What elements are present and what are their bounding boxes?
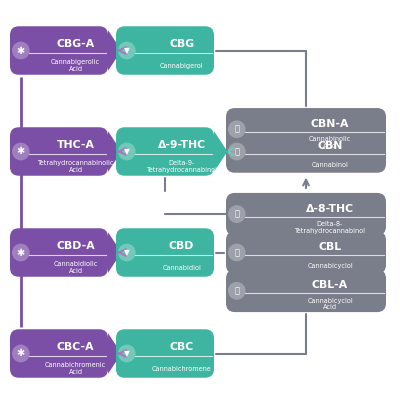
Polygon shape (108, 131, 122, 172)
Text: CBD: CBD (169, 241, 194, 251)
Circle shape (228, 205, 246, 223)
Text: CBN-A: CBN-A (311, 119, 349, 129)
Text: ▼: ▼ (124, 349, 130, 358)
Text: Δ-9-THC: Δ-9-THC (158, 140, 206, 150)
Circle shape (228, 143, 246, 160)
Text: Δ-8-THC: Δ-8-THC (306, 204, 354, 214)
Text: ▼: ▼ (124, 46, 130, 55)
FancyBboxPatch shape (10, 329, 108, 378)
Circle shape (118, 143, 136, 160)
Circle shape (12, 143, 30, 160)
Circle shape (12, 244, 30, 261)
Text: CBG: CBG (169, 39, 194, 49)
Text: CBC-A: CBC-A (57, 342, 94, 352)
Circle shape (118, 42, 136, 59)
Text: Delta-9-
Tetrahydrocannabinol: Delta-9- Tetrahydrocannabinol (146, 160, 217, 173)
Text: Cannabicyclol
Acid: Cannabicyclol Acid (307, 298, 353, 310)
FancyBboxPatch shape (116, 329, 214, 378)
Text: Cannabigerol: Cannabigerol (160, 63, 204, 69)
Text: Delta-8-
Tetrahydrocannabinol: Delta-8- Tetrahydrocannabinol (294, 221, 366, 234)
FancyBboxPatch shape (226, 108, 386, 151)
FancyBboxPatch shape (116, 228, 214, 277)
FancyBboxPatch shape (10, 26, 108, 75)
Text: CBL-A: CBL-A (312, 280, 348, 290)
Text: ⌛: ⌛ (234, 210, 239, 219)
Text: Cannabinol: Cannabinol (312, 162, 348, 168)
Text: ✱: ✱ (17, 248, 25, 257)
Circle shape (118, 345, 136, 362)
Text: Cannabinolic
Acid: Cannabinolic Acid (309, 136, 351, 149)
Circle shape (118, 244, 136, 261)
FancyBboxPatch shape (10, 127, 108, 176)
FancyBboxPatch shape (226, 270, 386, 312)
Text: ✱: ✱ (17, 46, 25, 55)
Text: ✱: ✱ (17, 147, 25, 156)
Text: CBG-A: CBG-A (56, 39, 95, 49)
FancyBboxPatch shape (226, 130, 386, 173)
Circle shape (12, 345, 30, 362)
Text: Cannabidiol: Cannabidiol (162, 265, 201, 271)
Text: ✱: ✱ (17, 349, 25, 358)
FancyBboxPatch shape (116, 127, 214, 176)
Text: Cannabidiolic
Acid: Cannabidiolic Acid (54, 261, 98, 274)
Circle shape (228, 244, 246, 261)
Text: Cannabigerolic
Acid: Cannabigerolic Acid (51, 59, 100, 72)
Circle shape (228, 282, 246, 300)
Polygon shape (108, 333, 122, 374)
Polygon shape (108, 30, 122, 71)
Text: ⌛: ⌛ (234, 125, 239, 134)
Text: Cannabicyclol: Cannabicyclol (307, 263, 353, 269)
Text: CBD-A: CBD-A (56, 241, 95, 251)
Text: ▼: ▼ (124, 147, 130, 156)
Polygon shape (108, 232, 122, 273)
Polygon shape (214, 131, 228, 172)
FancyBboxPatch shape (10, 228, 108, 277)
Text: CBL: CBL (318, 242, 342, 252)
Text: Cannabichromene: Cannabichromene (152, 366, 212, 372)
Circle shape (12, 42, 30, 59)
FancyBboxPatch shape (226, 193, 386, 235)
Text: Tetrahydrocannabinolic
Acid: Tetrahydrocannabinolic Acid (38, 160, 114, 173)
Text: ▼: ▼ (124, 248, 130, 257)
Text: THC-A: THC-A (57, 140, 94, 150)
Text: ⌛: ⌛ (234, 248, 239, 257)
Text: Cannabichromenic
Acid: Cannabichromenic Acid (45, 362, 106, 375)
Text: ⌛: ⌛ (234, 147, 239, 156)
Circle shape (228, 120, 246, 138)
FancyBboxPatch shape (226, 231, 386, 274)
Text: CBC: CBC (170, 342, 194, 352)
FancyBboxPatch shape (116, 26, 214, 75)
Text: CBN: CBN (317, 141, 343, 151)
Text: ⌛: ⌛ (234, 286, 239, 295)
